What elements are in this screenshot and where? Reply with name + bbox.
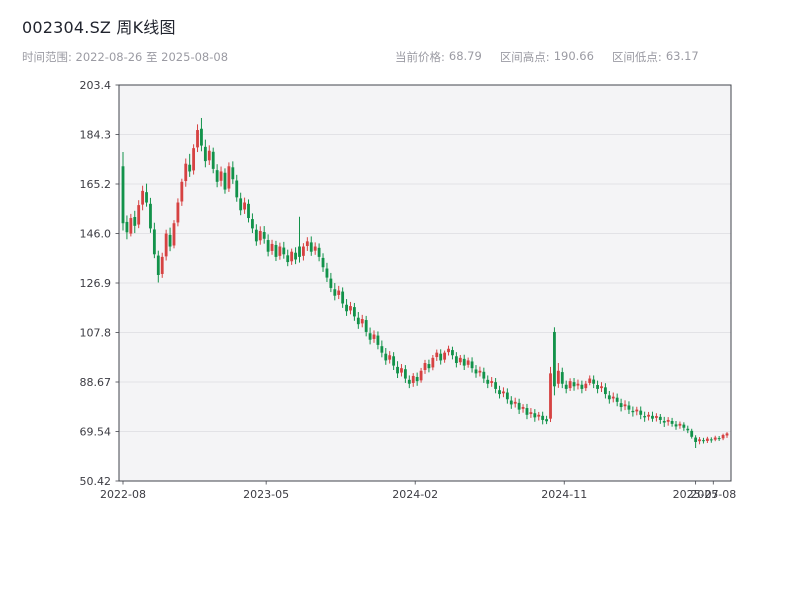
- stat-range-low-value: 63.17: [665, 49, 699, 63]
- stat-range-high: 区间高点: 190.66: [500, 49, 594, 65]
- stat-current-price-label: 当前价格:: [395, 50, 445, 64]
- stat-range-low: 区间低点: 63.17: [612, 49, 699, 65]
- stat-range-high-label: 区间高点:: [499, 50, 550, 64]
- svg-text:2024-11: 2024-11: [541, 488, 587, 501]
- svg-text:69.54: 69.54: [80, 426, 112, 439]
- stat-current-price-value: 68.79: [448, 49, 482, 63]
- svg-text:50.42: 50.42: [80, 475, 112, 488]
- svg-text:203.4: 203.4: [80, 79, 112, 92]
- svg-text:126.9: 126.9: [80, 277, 112, 290]
- stats-row: 当前价格: 68.79 区间高点: 190.66 区间低点: 63.17: [395, 49, 699, 65]
- svg-text:2024-02: 2024-02: [392, 488, 438, 501]
- svg-text:2022-08: 2022-08: [100, 488, 146, 501]
- svg-text:88.67: 88.67: [80, 376, 112, 389]
- stat-current-price: 当前价格: 68.79: [395, 49, 482, 65]
- svg-text:2025-08: 2025-08: [690, 488, 736, 501]
- svg-text:165.2: 165.2: [80, 178, 112, 191]
- svg-text:184.3: 184.3: [80, 129, 112, 142]
- stat-range-high-value: 190.66: [553, 49, 594, 63]
- svg-text:2025-07: 2025-07: [673, 488, 719, 501]
- svg-text:146.0: 146.0: [80, 228, 112, 241]
- page-title: 002304.SZ 周K线图: [22, 18, 176, 37]
- date-range-label: 时间范围: 2022-08-26 至 2025-08-08: [22, 50, 229, 64]
- svg-text:2023-05: 2023-05: [243, 488, 289, 501]
- svg-text:107.8: 107.8: [80, 327, 112, 340]
- stat-range-low-label: 区间低点:: [611, 50, 662, 64]
